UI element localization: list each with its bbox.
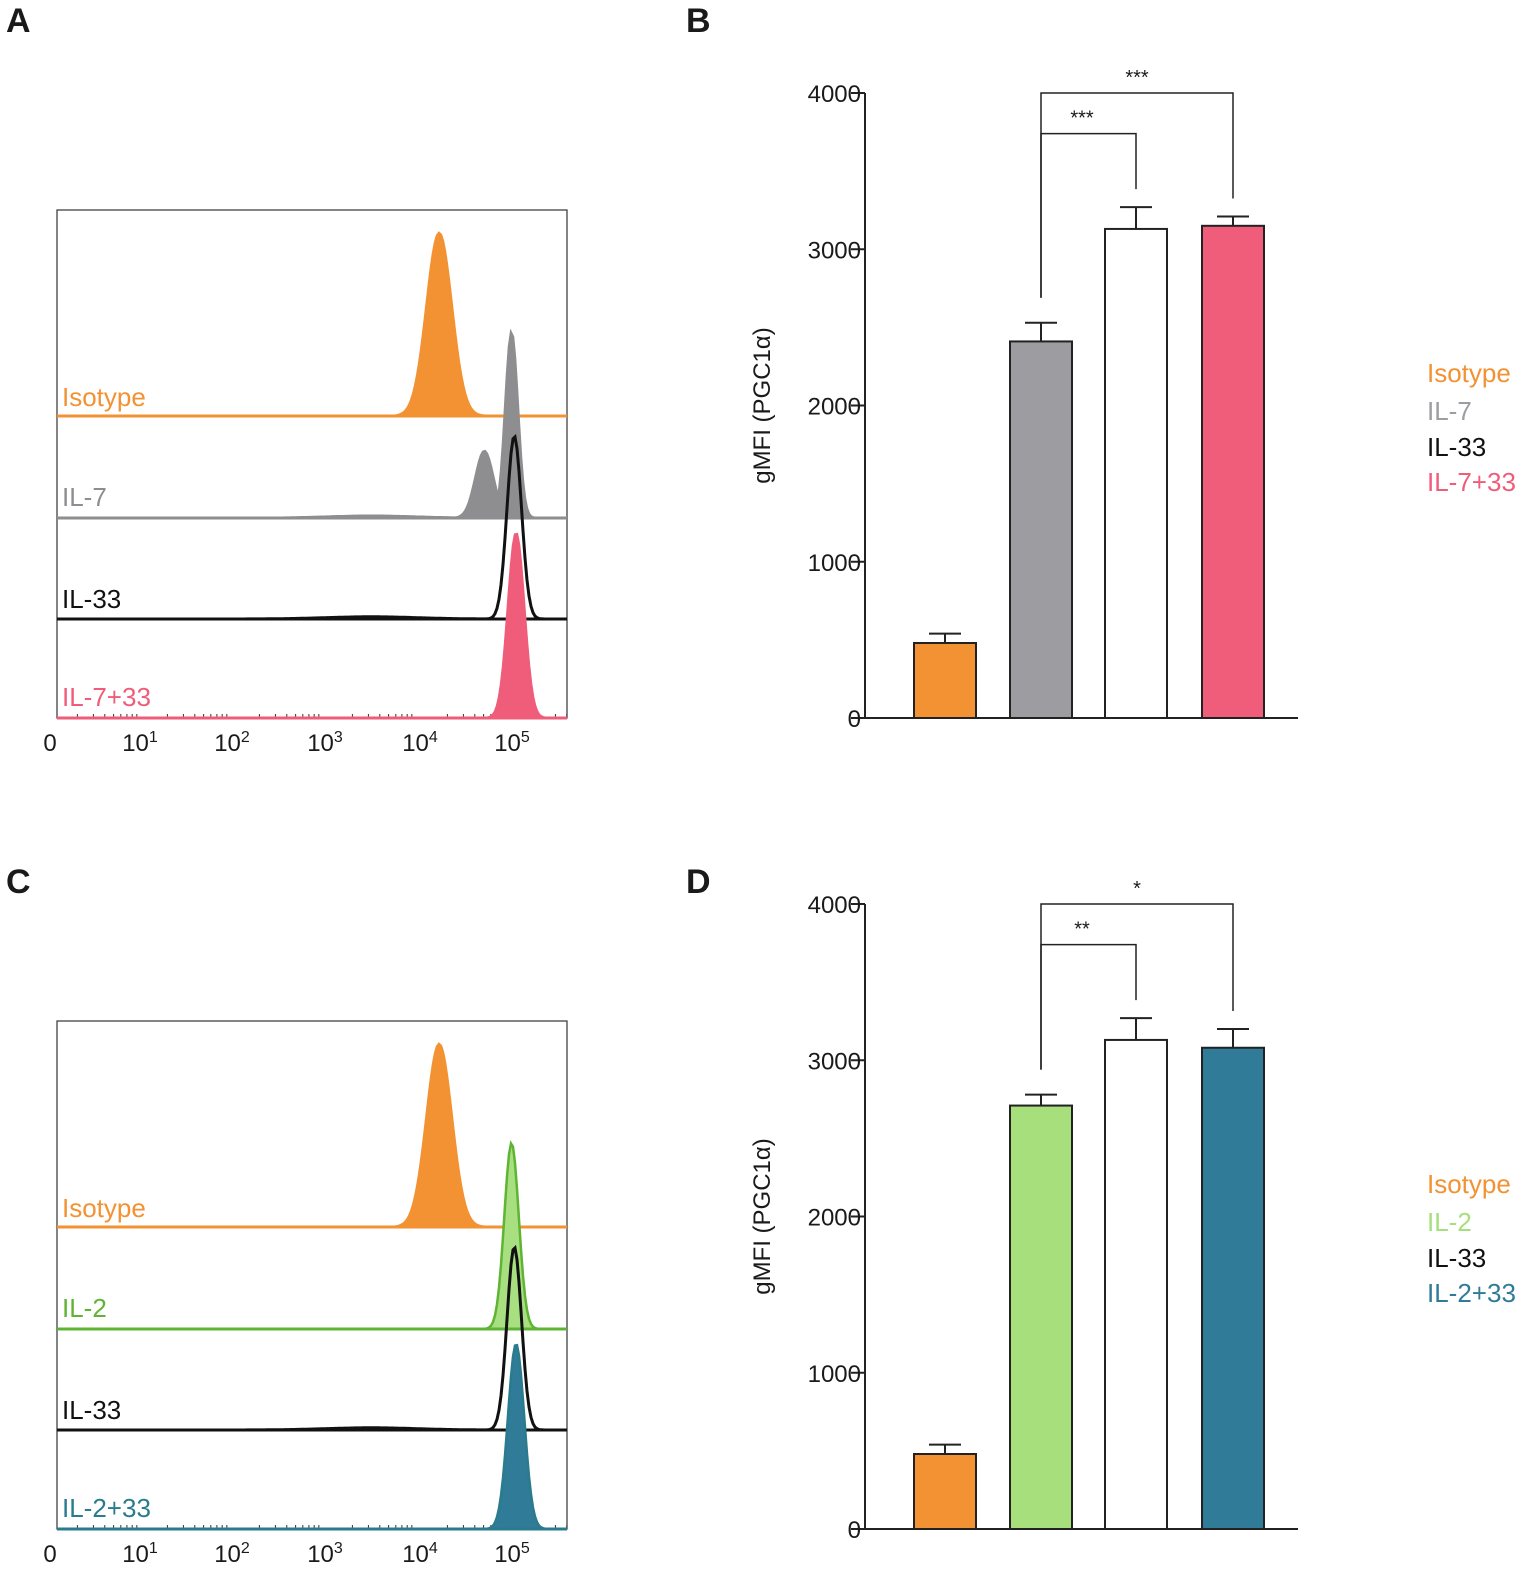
x-tick-label: 102	[214, 729, 250, 757]
x-tick-base: 10	[214, 730, 241, 757]
y-tick-label: 2000	[808, 1205, 861, 1232]
x-tick-exponent: 1	[149, 729, 158, 746]
x-tick-exponent: 1	[149, 1540, 158, 1557]
bar-chart-panel-b: 0 1000 2000 3000 4000 gMFI (PGC1α) *** *** Isoty…	[749, 67, 1516, 733]
significance-label: *	[1133, 878, 1141, 900]
significance-label: ***	[1125, 67, 1149, 89]
histogram-label: IL-2	[62, 1293, 107, 1323]
bar	[913, 1453, 977, 1530]
legend-entry: IL-33	[1427, 432, 1486, 462]
legend-entry: Isotype	[1427, 1169, 1511, 1199]
histogram-trace	[57, 328, 567, 520]
y-tick-label: 0	[848, 706, 861, 733]
y-tick-label: 1000	[808, 1361, 861, 1388]
significance-label: **	[1074, 919, 1090, 941]
legend-entry: IL-2	[1427, 1207, 1472, 1237]
legend-entry: IL-7+33	[1427, 467, 1516, 497]
x-tick-base: 10	[307, 730, 334, 757]
x-tick-label: 103	[307, 1540, 343, 1568]
histogram-label: IL-2+33	[62, 1493, 151, 1523]
x-tick-base: 10	[402, 1541, 429, 1568]
bar	[1201, 1046, 1265, 1530]
x-tick-base: 10	[122, 1541, 149, 1568]
y-tick-label: 4000	[808, 81, 861, 108]
x-tick-exponent: 2	[241, 729, 250, 746]
bar	[1201, 224, 1265, 719]
x-tick-label: 105	[494, 729, 530, 757]
x-tick-label: 104	[402, 729, 438, 757]
panel-letter-b: B	[686, 2, 711, 40]
y-axis-title: gMFI (PGC1α)	[749, 327, 776, 484]
y-axis-title: gMFI (PGC1α)	[749, 1138, 776, 1295]
panel-letter-c: C	[6, 863, 31, 901]
x-tick-base: 10	[307, 1541, 334, 1568]
histogram-label: Isotype	[62, 382, 146, 412]
y-tick-label: 3000	[808, 1048, 861, 1075]
panel-letter-d: D	[686, 863, 711, 901]
significance-label: ***	[1070, 108, 1094, 130]
histogram-label: IL-7	[62, 482, 107, 512]
significance-bracket	[1040, 903, 1234, 1070]
histogram-trace	[57, 1244, 567, 1432]
x-tick-base: 0	[43, 1541, 56, 1568]
x-tick-label: 104	[402, 1540, 438, 1568]
x-tick-exponent: 3	[334, 1540, 343, 1557]
legend-entry: IL-33	[1427, 1243, 1486, 1273]
x-tick-base: 10	[402, 730, 429, 757]
x-tick-exponent: 5	[521, 729, 530, 746]
x-tick-label: 101	[122, 1540, 158, 1568]
bar	[913, 642, 977, 719]
y-tick-label: 3000	[808, 237, 861, 264]
bar	[1009, 1104, 1073, 1530]
y-tick-label: 4000	[808, 892, 861, 919]
plot-frame	[56, 1020, 568, 1530]
x-tick-label: 0	[43, 730, 56, 757]
histogram-trace	[57, 1140, 567, 1331]
bar	[1104, 1038, 1168, 1530]
x-tick-exponent: 5	[521, 1540, 530, 1557]
legend-entry: IL-7	[1427, 396, 1472, 426]
legend-entry: Isotype	[1427, 358, 1511, 388]
y-tick-label: 1000	[808, 550, 861, 577]
legend-entry: IL-2+33	[1427, 1278, 1516, 1308]
y-tick-label: 2000	[808, 394, 861, 421]
x-tick-base: 10	[122, 730, 149, 757]
x-tick-base: 10	[214, 1541, 241, 1568]
x-tick-base: 10	[494, 1541, 521, 1568]
histogram-label: IL-7+33	[62, 682, 151, 712]
histogram-label: IL-33	[62, 1395, 121, 1425]
histogram-label: IL-33	[62, 584, 121, 614]
panel-letter-a: A	[6, 2, 31, 40]
x-tick-base: 0	[43, 730, 56, 757]
x-tick-exponent: 4	[429, 1540, 438, 1557]
x-tick-base: 10	[494, 730, 521, 757]
x-tick-exponent: 3	[334, 729, 343, 746]
x-tick-label: 103	[307, 729, 343, 757]
histogram-label: Isotype	[62, 1193, 146, 1223]
x-tick-label: 105	[494, 1540, 530, 1568]
bar	[1009, 340, 1073, 719]
x-tick-label: 0	[43, 1541, 56, 1568]
x-tick-label: 101	[122, 729, 158, 757]
significance-bracket	[1040, 92, 1234, 298]
x-tick-exponent: 4	[429, 729, 438, 746]
y-tick-label: 0	[848, 1517, 861, 1544]
x-tick-exponent: 2	[241, 1540, 250, 1557]
bar	[1104, 227, 1168, 719]
x-tick-label: 102	[214, 1540, 250, 1568]
